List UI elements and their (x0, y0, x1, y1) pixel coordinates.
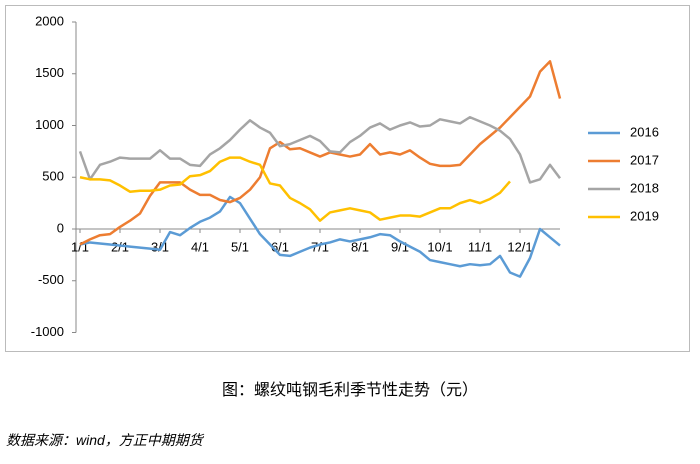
x-tick-label: 4/1 (191, 239, 209, 254)
series-line (79, 195, 561, 278)
x-tick-label: 10/1 (427, 239, 452, 254)
legend-label: 2019 (630, 208, 659, 223)
series-line (79, 156, 511, 222)
chart-frame (5, 5, 690, 352)
x-tick-label: 2/1 (111, 239, 129, 254)
x-tick-label: 12/1 (507, 239, 532, 254)
y-tick-label: 1000 (35, 117, 64, 132)
caption: 图：螺纹吨钢毛利季节性走势（元） (221, 382, 478, 399)
y-tick-label: -1000 (31, 324, 64, 339)
y-tick-label: 0 (57, 220, 64, 235)
y-tick-label: 500 (42, 169, 64, 184)
x-tick-label: 5/1 (231, 239, 249, 254)
source: 数据来源：wind，方正中期期货 (6, 432, 203, 448)
y-tick-label: 2000 (35, 13, 64, 28)
x-tick-label: 11/1 (468, 239, 492, 254)
legend-label: 2018 (630, 180, 659, 195)
legend-label: 2016 (630, 124, 659, 139)
series-line (79, 60, 562, 246)
y-tick-label: -500 (38, 272, 64, 287)
x-tick-label: 3/1 (151, 239, 169, 254)
x-tick-label: 8/1 (351, 239, 369, 254)
legend-label: 2017 (630, 152, 659, 167)
y-tick-label: 1500 (35, 65, 64, 80)
series-line (78, 115, 562, 184)
